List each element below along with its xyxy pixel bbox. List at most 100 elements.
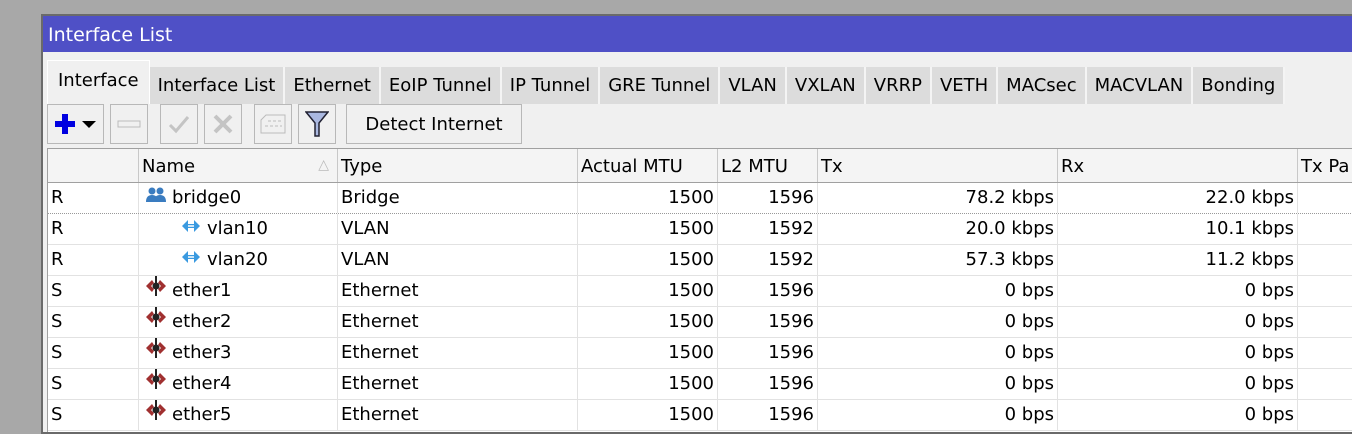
column-label: Name: [142, 156, 196, 177]
cell-rx: 0 bps: [1058, 338, 1298, 368]
check-icon: [168, 116, 190, 134]
cell-tx-packets: [1298, 400, 1352, 430]
tab-eoip-tunnel[interactable]: EoIP Tunnel: [380, 67, 502, 104]
cell-flag: S: [48, 276, 139, 306]
remove-button[interactable]: [110, 104, 148, 144]
cell-flag: S: [48, 338, 139, 368]
ethernet-icon: [146, 276, 166, 306]
cell-name: vlan20: [139, 245, 338, 275]
interface-name: ether1: [172, 280, 232, 301]
cell-mtu: 1500: [578, 369, 718, 399]
add-button[interactable]: [47, 104, 104, 144]
cell-l2mtu: 1596: [718, 369, 818, 399]
cell-mtu: 1500: [578, 183, 718, 213]
column-header-type[interactable]: Type: [338, 149, 578, 182]
cell-name: ether4: [139, 369, 338, 399]
cell-tx: 0 bps: [818, 369, 1058, 399]
interface-name: ether3: [172, 342, 232, 363]
cell-l2mtu: 1596: [718, 307, 818, 337]
filter-button[interactable]: [298, 104, 336, 144]
cell-mtu: 1500: [578, 245, 718, 275]
cell-rx: 0 bps: [1058, 369, 1298, 399]
interface-list-window: Interface List Interface Interface List Et…: [41, 14, 1352, 434]
tab-ip-tunnel[interactable]: IP Tunnel: [501, 67, 601, 104]
cell-tx: 0 bps: [818, 400, 1058, 430]
cell-tx: 0 bps: [818, 276, 1058, 306]
cell-name: ether2: [139, 307, 338, 337]
cell-type: VLAN: [338, 245, 578, 275]
interface-name: vlan20: [207, 249, 268, 270]
interface-name: bridge0: [172, 187, 242, 208]
cell-tx: 0 bps: [818, 338, 1058, 368]
disable-button[interactable]: [204, 104, 242, 144]
vlan-icon: [181, 214, 201, 244]
cell-name: vlan10: [139, 214, 338, 244]
interface-name: ether2: [172, 311, 232, 332]
cell-tx: 20.0 kbps: [818, 214, 1058, 244]
cell-rx: 0 bps: [1058, 276, 1298, 306]
column-label: Type: [341, 156, 383, 177]
comment-button[interactable]: [254, 104, 292, 144]
interface-name: ether5: [172, 404, 232, 425]
cell-tx-packets: [1298, 214, 1352, 244]
detect-internet-button[interactable]: Detect Internet: [346, 104, 522, 144]
filter-icon: [305, 111, 329, 137]
vlan-icon: [181, 245, 201, 275]
cell-type: Ethernet: [338, 307, 578, 337]
sort-ascending-icon: △: [318, 157, 329, 173]
column-header-actual-mtu[interactable]: Actual MTU: [578, 149, 718, 182]
column-header-rx[interactable]: Rx: [1058, 149, 1298, 182]
tab-vxlan[interactable]: VXLAN: [786, 67, 866, 104]
cell-rx: 22.0 kbps: [1058, 183, 1298, 213]
tab-interface[interactable]: Interface: [47, 60, 150, 104]
cell-tx-packets: [1298, 183, 1352, 213]
tab-ethernet[interactable]: Ethernet: [285, 67, 381, 104]
cell-tx-packets: [1298, 307, 1352, 337]
column-label: Rx: [1061, 156, 1085, 177]
tab-gre-tunnel[interactable]: GRE Tunnel: [600, 67, 721, 104]
cell-name: ether1: [139, 276, 338, 306]
cell-flag: R: [48, 245, 139, 275]
cell-tx: 0 bps: [818, 307, 1058, 337]
cell-rx: 0 bps: [1058, 400, 1298, 430]
tab-bonding[interactable]: Bonding: [1193, 67, 1286, 104]
cell-tx-packets: [1298, 369, 1352, 399]
tab-interface-list[interactable]: Interface List: [149, 67, 286, 104]
interface-name: ether4: [172, 373, 232, 394]
cell-rx: 10.1 kbps: [1058, 214, 1298, 244]
cell-name: ether3: [139, 338, 338, 368]
cross-icon: [213, 114, 233, 134]
tab-vlan[interactable]: VLAN: [720, 67, 787, 104]
enable-button[interactable]: [160, 104, 198, 144]
column-header-tx-pa[interactable]: Tx Pa: [1298, 149, 1352, 182]
ethernet-icon: [146, 400, 166, 430]
cell-l2mtu: 1596: [718, 183, 818, 213]
cell-tx-packets: [1298, 338, 1352, 368]
ethernet-icon: [146, 369, 166, 399]
column-header-name[interactable]: Name △: [139, 149, 338, 182]
tab-macvlan[interactable]: MACVLAN: [1086, 67, 1194, 104]
tab-macsec[interactable]: MACsec: [998, 67, 1087, 104]
column-header-l2-mtu[interactable]: L2 MTU: [718, 149, 818, 182]
cell-flag: S: [48, 400, 139, 430]
toolbar: Detect Internet: [47, 104, 522, 146]
column-label: Tx: [821, 156, 843, 177]
cell-mtu: 1500: [578, 338, 718, 368]
tab-vrrp[interactable]: VRRP: [865, 67, 932, 104]
cell-flag: R: [48, 214, 139, 244]
column-header-flags[interactable]: [48, 149, 139, 182]
cell-tx-packets: [1298, 245, 1352, 275]
tab-veth[interactable]: VETH: [931, 67, 999, 104]
cell-tx: 78.2 kbps: [818, 183, 1058, 213]
column-header-tx[interactable]: Tx: [818, 149, 1058, 182]
cell-rx: 0 bps: [1058, 307, 1298, 337]
column-label: Tx Pa: [1301, 156, 1350, 177]
